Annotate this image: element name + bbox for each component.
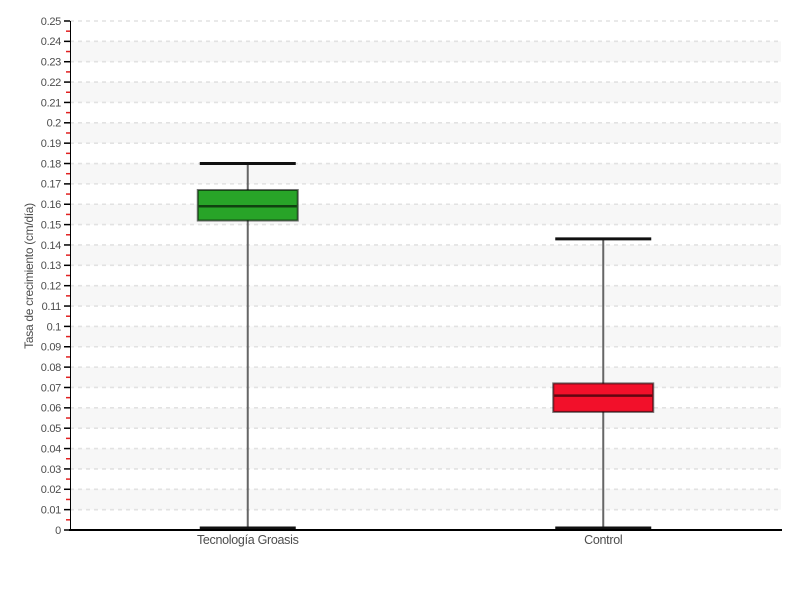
y-tick-label: 0.01 — [41, 504, 61, 516]
y-tick-label: 0.18 — [41, 158, 61, 170]
gridlines — [70, 20, 781, 511]
category-label: Tecnología Groasis — [197, 533, 299, 547]
plot-bands — [70, 41, 781, 510]
y-tick-label: 0.03 — [41, 464, 61, 476]
y-tick-label: 0.08 — [41, 362, 61, 374]
plot-band — [70, 448, 781, 469]
y-axis-title: Tasa de crecimiento (cm/día) — [22, 203, 36, 349]
boxplot-series — [196, 162, 655, 530]
y-tick-label: 0.14 — [41, 240, 61, 252]
y-tick-label: 0.23 — [41, 57, 61, 69]
y-tick-label: 0.15 — [41, 219, 61, 231]
boxplot-1 — [196, 162, 299, 530]
plot-band — [70, 367, 781, 388]
plot-band — [70, 489, 781, 510]
y-tick-label: 0.16 — [41, 199, 61, 211]
plot-band — [70, 407, 781, 429]
y-tick-label: 0.06 — [41, 403, 61, 415]
y-tick-label: 0.19 — [41, 138, 61, 150]
boxplot-2 — [552, 237, 655, 530]
plot-band — [70, 163, 781, 184]
y-tick-label: 0.07 — [41, 382, 61, 394]
x-category-labels: Tecnología Groasis Control — [197, 533, 623, 547]
plot-band — [70, 122, 781, 144]
y-tick-label: 0.24 — [41, 36, 61, 48]
plot-band — [70, 326, 781, 347]
y-tick-label: 0.05 — [41, 423, 61, 435]
y-tick-label: 0.2 — [47, 118, 62, 130]
category-label: Control — [584, 533, 622, 547]
y-tick-label: 0.17 — [41, 179, 61, 191]
y-tick-label: 0.1 — [47, 321, 62, 333]
axes — [69, 21, 782, 531]
y-tick-label: 0.09 — [41, 342, 61, 354]
y-tick-label: 0.13 — [41, 260, 61, 272]
y-tick-label: 0.04 — [41, 443, 61, 455]
y-tick-label: 0 — [55, 525, 61, 537]
y-tick-label: 0.11 — [42, 301, 62, 313]
y-tick-label: 0.22 — [41, 77, 61, 89]
y-tick-label: 0.25 — [41, 16, 61, 28]
y-axis-ticks — [64, 20, 70, 531]
box-iqr — [552, 382, 655, 413]
y-tick-labels: 0 0.01 0.02 0.03 0.04 0.05 0.06 0.07 0.08 0.09 0.1… — [41, 16, 62, 537]
y-tick-label: 0.02 — [41, 484, 61, 496]
y-tick-label: 0.12 — [41, 281, 61, 293]
y-tick-label: 0.21 — [41, 97, 61, 109]
plot-band — [70, 82, 781, 103]
plot-band — [70, 244, 781, 266]
plot-band — [70, 41, 781, 62]
plot-band — [70, 204, 781, 225]
plot-band — [70, 285, 781, 307]
